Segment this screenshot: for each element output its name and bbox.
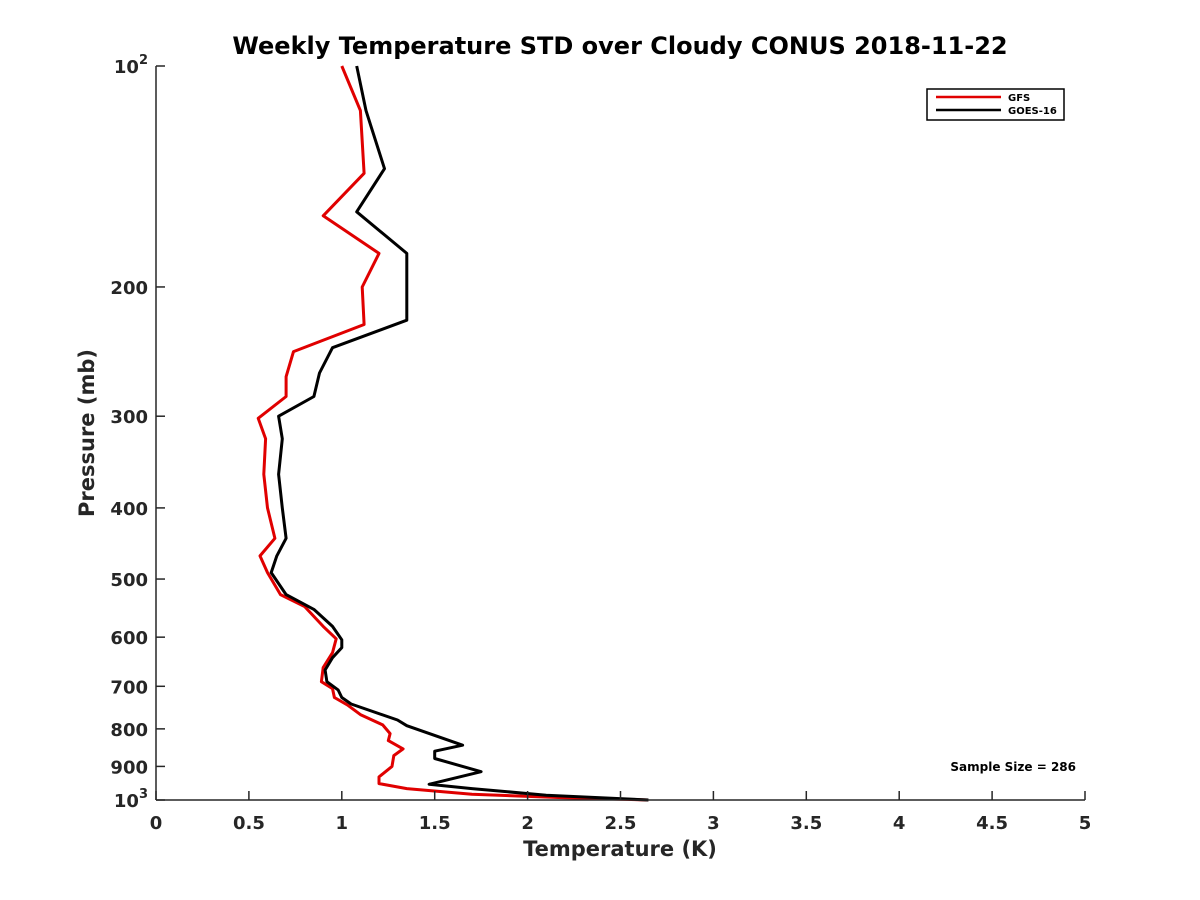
y-tick-label: 400 [110, 499, 148, 520]
x-tick-label: 2.5 [605, 813, 637, 834]
x-tick-label: 1.5 [419, 813, 451, 834]
x-tick-label: 1 [336, 813, 349, 834]
x-tick-label: 4.5 [976, 813, 1008, 834]
legend-label-gfs: GFS [1008, 93, 1030, 104]
y-tick-label: 102 [114, 53, 148, 78]
x-axis-label: Temperature (K) [523, 837, 717, 861]
x-tick-label: 0 [150, 813, 163, 834]
x-tick-label: 0.5 [233, 813, 265, 834]
x-tick-label: 5 [1079, 813, 1092, 834]
series-line-0 [256, 65, 649, 802]
x-tick-label: 3.5 [790, 813, 822, 834]
y-axis-label: Pressure (mb) [75, 349, 99, 517]
y-tick-label: 900 [110, 757, 148, 778]
y-tick-label: 600 [110, 628, 148, 649]
x-tick-label: 2 [521, 813, 534, 834]
legend-box [926, 88, 1065, 121]
x-tick-label: 4 [893, 813, 906, 834]
sample-size-annotation: Sample Size = 286 [950, 760, 1076, 774]
y-tick-label: 500 [110, 570, 148, 591]
y-ticks: 102 200 300 400 500 600 700 800 900 103 [110, 53, 165, 812]
y-tick-label: 103 [114, 787, 148, 812]
legend-label-goes16: GOES-16 [1008, 106, 1057, 117]
series-layer [256, 65, 649, 802]
chart-title: Weekly Temperature STD over Cloudy CONUS… [232, 32, 1007, 60]
y-tick-label: 700 [110, 677, 148, 698]
y-tick-label: 800 [110, 720, 148, 741]
x-tick-label: 3 [707, 813, 720, 834]
series-line-1 [269, 65, 649, 802]
x-ticks: 0 0.5 1 1.5 2 2.5 3 3.5 4 4.5 5 [150, 791, 1092, 834]
y-tick-label: 200 [110, 278, 148, 299]
legend: GFS GOES-16 [926, 88, 1065, 121]
y-tick-label: 300 [110, 407, 148, 428]
